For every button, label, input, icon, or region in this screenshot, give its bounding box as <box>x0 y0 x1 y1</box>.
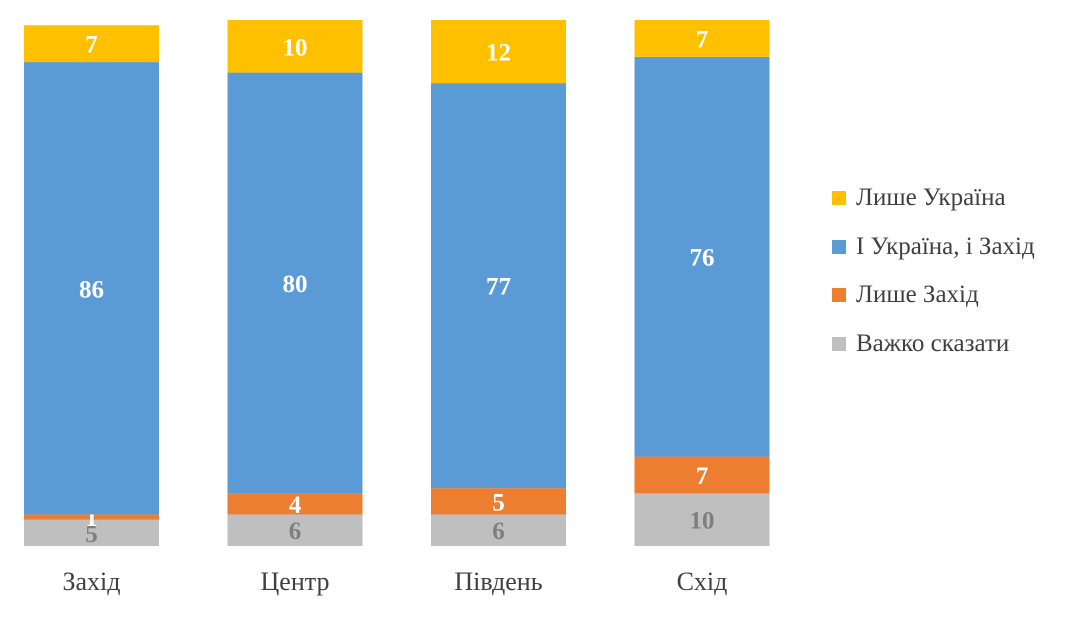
bar-segment <box>431 488 566 515</box>
bar-segment <box>634 493 770 546</box>
legend-swatch <box>832 336 846 351</box>
data-label: 77 <box>486 274 511 301</box>
bar-segment <box>24 514 159 520</box>
bar-segment <box>634 56 770 457</box>
legend-label: Лише Україна <box>856 184 1006 212</box>
data-label: 10 <box>690 508 715 535</box>
data-label: 10 <box>283 34 308 61</box>
data-label: 5 <box>492 489 505 516</box>
data-label: 7 <box>696 26 709 53</box>
category-label: Центр <box>261 567 330 596</box>
legend-label: І Україна, і Захід <box>856 232 1035 260</box>
bar-segment <box>24 25 159 63</box>
bar-segment <box>227 72 363 494</box>
data-label: 12 <box>486 40 511 67</box>
legend: Лише Україна І Україна, і Захід Лише Зах… <box>832 174 1035 368</box>
legend-item-ukraine-and-west: І Україна, і Захід <box>832 223 1035 272</box>
data-label: 80 <box>283 271 308 298</box>
category-label: Південь <box>454 567 542 596</box>
data-label: 7 <box>696 463 709 490</box>
bar-segment <box>431 83 566 489</box>
data-label: 4 <box>289 492 302 519</box>
legend-swatch <box>832 288 846 303</box>
bar-segment <box>24 62 159 515</box>
legend-item-hard-to-say: Важко сказати <box>832 320 1035 369</box>
legend-label: Важко сказати <box>856 329 1010 357</box>
bar-segment <box>24 519 159 546</box>
legend-swatch <box>832 191 846 206</box>
data-label: 6 <box>492 518 505 545</box>
data-label: 76 <box>690 245 715 272</box>
data-label: 5 <box>85 521 98 548</box>
bar-segment <box>227 493 363 515</box>
legend-item-west-only: Лише Захід <box>832 271 1035 320</box>
category-label: Схід <box>677 567 728 596</box>
data-label: 86 <box>79 276 104 303</box>
data-label: 7 <box>85 32 98 59</box>
legend-item-ukraine-only: Лише Україна <box>832 174 1035 223</box>
category-label: Захід <box>62 567 120 596</box>
bar-segment <box>227 514 363 546</box>
legend-swatch <box>832 239 846 254</box>
legend-label: Лише Захід <box>856 281 979 309</box>
data-label: 6 <box>289 518 302 545</box>
bar-segment <box>227 20 363 73</box>
bar-segment <box>431 20 566 84</box>
bar-segment <box>634 456 770 494</box>
bar-segment <box>431 514 566 546</box>
bar-segment <box>634 20 770 57</box>
